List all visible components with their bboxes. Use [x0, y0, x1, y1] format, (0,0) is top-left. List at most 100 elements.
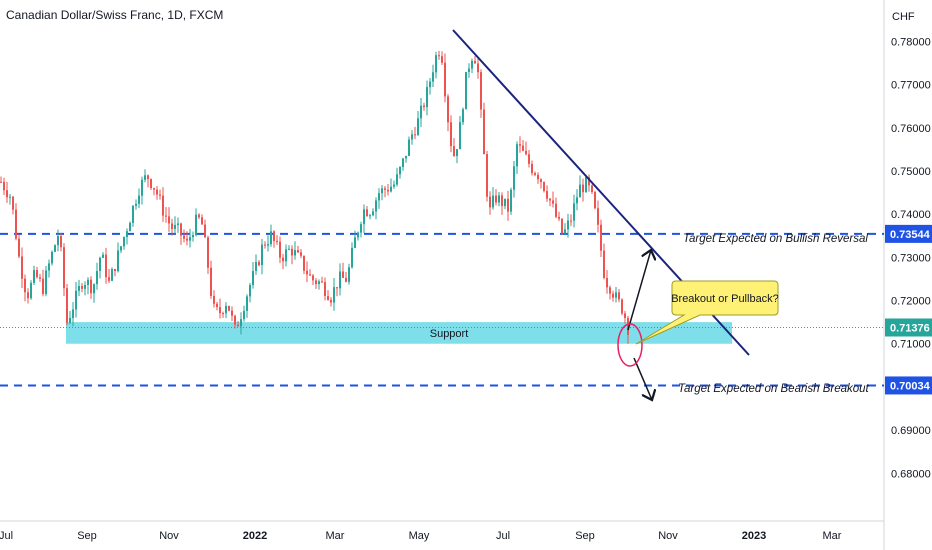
candle-body	[321, 281, 323, 283]
candle-body	[405, 155, 407, 159]
candle-body	[108, 277, 110, 281]
callout-bubble[interactable]	[635, 280, 779, 345]
candle-body	[174, 224, 176, 229]
candle-body	[567, 220, 569, 230]
candle-body	[129, 222, 131, 232]
candle-body	[627, 317, 629, 335]
x-tick-label: Jul	[0, 530, 13, 542]
candle-body	[39, 277, 41, 279]
candle-body	[510, 189, 512, 212]
candle-body	[303, 255, 305, 271]
candle-body	[348, 267, 350, 282]
candle-body	[30, 282, 32, 299]
price-tag-label: 0.71376	[890, 322, 930, 334]
x-tick-label: Nov	[658, 530, 678, 542]
candle-body	[375, 200, 377, 212]
candle-body	[438, 55, 440, 57]
candle-body	[90, 279, 92, 294]
candle-body	[390, 186, 392, 192]
candle-body	[132, 205, 134, 223]
candle-body	[468, 68, 470, 73]
candle-body	[486, 154, 488, 197]
candle-body	[504, 198, 506, 207]
candle-body	[618, 292, 620, 300]
candle-body	[483, 109, 485, 155]
candle-body	[219, 307, 221, 314]
y-tick-label: 0.71000	[891, 339, 931, 351]
candle-body	[42, 278, 44, 294]
candle-body	[318, 281, 320, 285]
candle-body	[435, 55, 437, 73]
currency-label: CHF	[892, 11, 915, 23]
candle-body	[447, 96, 449, 123]
arrow-down	[633, 357, 652, 400]
candle-body	[378, 193, 380, 201]
candle-body	[336, 287, 338, 289]
candle-body	[117, 250, 119, 272]
candle-body	[168, 216, 170, 224]
candle-body	[171, 223, 173, 229]
candle-body	[141, 179, 143, 196]
candle-body	[369, 215, 371, 217]
y-tick-label: 0.75000	[891, 166, 931, 178]
x-tick-label: 2022	[243, 530, 267, 542]
candle-body	[552, 200, 554, 204]
candle-body	[327, 296, 329, 300]
candle-body	[264, 244, 266, 246]
x-tick-label: Sep	[575, 530, 595, 542]
candle-body	[588, 177, 590, 186]
candle-body	[411, 134, 413, 140]
candle-body	[489, 196, 491, 208]
candle-body	[249, 285, 251, 297]
candle-body	[234, 315, 236, 325]
candle-body	[162, 195, 164, 216]
candle-body	[84, 284, 86, 289]
x-tick-label: Sep	[77, 530, 97, 542]
candle-body	[417, 118, 419, 136]
candle-body	[243, 310, 245, 320]
support-label: Support	[430, 328, 469, 340]
candle-body	[387, 189, 389, 192]
candle-body	[120, 246, 122, 251]
candle-body	[276, 240, 278, 242]
highlight-circle	[617, 323, 643, 367]
price-axis: 0.78000 0.77000 0.76000 0.75000 0.74000 0.730…	[891, 36, 931, 480]
candle-body	[393, 184, 395, 187]
candle-body	[153, 188, 155, 190]
candle-body	[180, 223, 182, 236]
candle-body	[534, 173, 536, 175]
candle-body	[345, 277, 347, 282]
price-tag-label: 0.70034	[890, 380, 931, 392]
y-tick-label: 0.72000	[891, 296, 931, 308]
candle-body	[126, 231, 128, 238]
candle-body	[294, 250, 296, 256]
candle-body	[267, 244, 269, 246]
candle-body	[354, 237, 356, 248]
candle-body	[426, 87, 428, 108]
candle-body	[186, 238, 188, 241]
candle-body	[102, 254, 104, 258]
candle-body	[351, 247, 353, 268]
candle-body	[315, 280, 317, 285]
candle-body	[432, 72, 434, 82]
candle-body	[381, 188, 383, 194]
candle-body	[615, 292, 617, 298]
candle-body	[528, 154, 530, 164]
candle-body	[549, 198, 551, 201]
candle-body	[150, 179, 152, 189]
candle-body	[342, 271, 344, 278]
bearish-target-text: Target Expected on Bearish Breakout	[678, 383, 870, 395]
candle-body	[384, 188, 386, 190]
candle-body	[591, 185, 593, 193]
candle-body	[273, 231, 275, 241]
candle-body	[96, 270, 98, 285]
candle-body	[183, 235, 185, 239]
candle-body	[51, 251, 53, 264]
candle-body	[459, 122, 461, 150]
x-tick-label: 2023	[742, 530, 766, 542]
candle-body	[270, 231, 272, 245]
candle-body	[156, 189, 158, 195]
candle-body	[255, 261, 257, 271]
candle-body	[621, 299, 623, 314]
